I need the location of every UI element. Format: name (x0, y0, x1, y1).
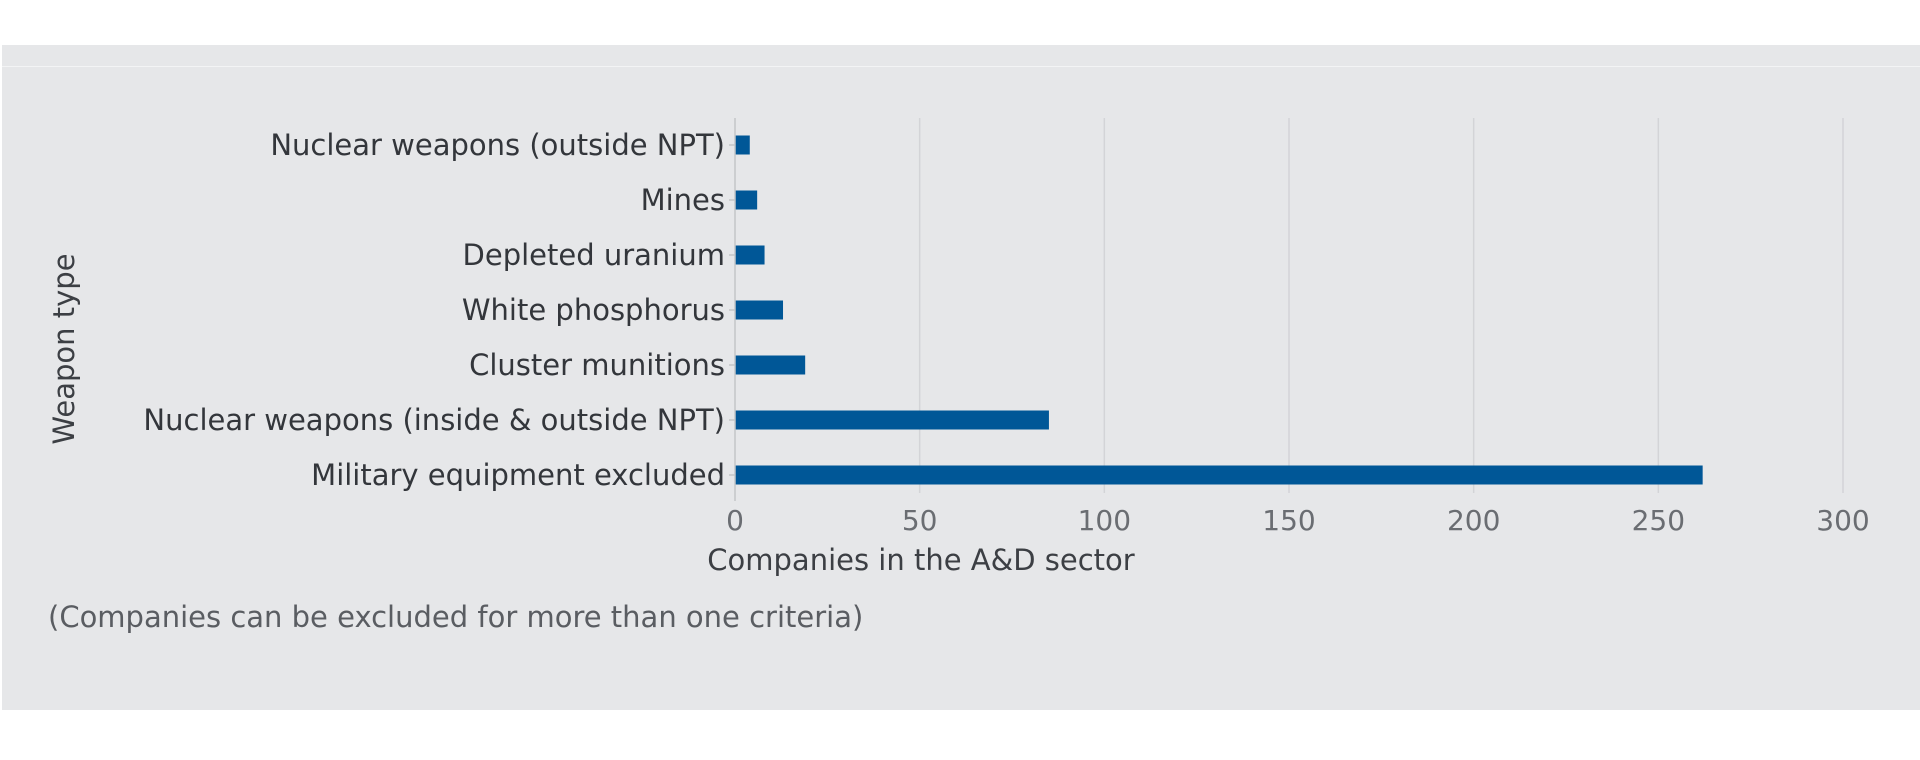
axes (729, 118, 736, 501)
x-tick-label: 50 (902, 504, 938, 537)
bar (735, 465, 1703, 485)
y-axis-title: Weapon type (47, 253, 81, 444)
grid-lines (918, 118, 1844, 493)
x-tick-label: 0 (726, 504, 744, 537)
bars (735, 135, 1703, 485)
category-label: White phosphorus (462, 293, 725, 327)
x-axis-title: Companies in the A&D sector (707, 543, 1135, 577)
category-label: Military equipment excluded (311, 458, 725, 492)
category-label: Nuclear weapons (inside & outside NPT) (143, 403, 725, 437)
category-label: Mines (641, 183, 725, 217)
bar (735, 355, 806, 375)
x-tick-label: 100 (1078, 504, 1131, 537)
category-label: Depleted uranium (463, 238, 725, 272)
bar (735, 245, 765, 265)
category-labels: Nuclear weapons (outside NPT) Mines Deplet… (143, 128, 725, 492)
bar (735, 190, 758, 210)
category-label: Nuclear weapons (outside NPT) (270, 128, 725, 162)
x-tick-label: 150 (1262, 504, 1315, 537)
panel-divider (2, 66, 1920, 67)
chart-panel (2, 45, 1920, 710)
bar (735, 135, 750, 155)
bar (735, 410, 1049, 430)
x-tick-label: 200 (1447, 504, 1500, 537)
category-label: Cluster munitions (469, 348, 725, 382)
x-tick-labels: 0 50 100 150 200 250 300 (726, 504, 1870, 537)
footnote: (Companies can be excluded for more than… (48, 600, 864, 634)
bar (735, 300, 784, 320)
x-tick-label: 250 (1632, 504, 1685, 537)
x-tick-label: 300 (1816, 504, 1869, 537)
